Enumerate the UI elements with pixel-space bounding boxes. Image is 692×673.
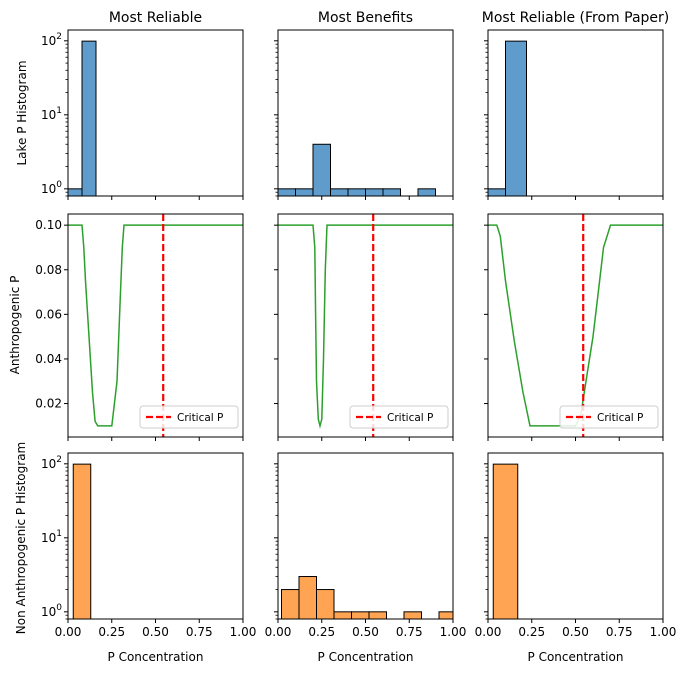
panel-policy-3: Critical P (484, 213, 664, 441)
x-tick-label: 0.75 (186, 625, 213, 639)
legend-box (139, 405, 239, 429)
column-title-1: Most Reliable (109, 10, 202, 26)
histogram-bar (330, 188, 349, 197)
panel-lake-hist-1: 100 101 102 (41, 29, 244, 200)
xlabel-col-2: P Concentration (318, 650, 414, 664)
histogram-bar (81, 40, 97, 197)
histogram-bar (72, 463, 92, 620)
legend: Critical P (349, 405, 449, 429)
histogram-bar (351, 611, 370, 620)
y-tick-label: 100 (41, 603, 62, 619)
axes-frame (67, 213, 244, 438)
y-tick-label: 100 (41, 180, 62, 196)
panel-lake-hist-2 (274, 29, 454, 200)
axes-frame (277, 452, 454, 620)
legend: Critical P (559, 405, 659, 429)
xlabel-col-1: P Concentration (108, 650, 204, 664)
histogram-bar (277, 188, 296, 197)
axes-frame (67, 452, 244, 620)
legend-label: Critical P (597, 412, 643, 424)
histogram-bar (487, 188, 506, 197)
histogram-bar (505, 40, 527, 197)
x-tick-label: 0.00 (55, 625, 82, 639)
y-tick-label: 102 (41, 455, 62, 471)
anthropogenic-p-line (68, 224, 243, 427)
axes-frame (487, 29, 664, 197)
xlabel-col-3: P Concentration (528, 650, 624, 664)
x-tick-label: 0.00 (475, 625, 502, 639)
axes-frame (487, 213, 664, 438)
panel-nonanthro-hist-1: 100 101 102 0.00 0.25 0.50 0.75 1.00 (41, 452, 257, 639)
x-tick-label: 0.00 (265, 625, 292, 639)
histogram-bar (295, 188, 314, 197)
x-tick-label: 0.25 (308, 625, 335, 639)
histogram-bar (382, 188, 401, 197)
y-tick-label: 0.08 (35, 263, 62, 277)
histogram-bar (347, 188, 366, 197)
histogram-bar (67, 188, 83, 197)
x-tick-label: 0.75 (606, 625, 633, 639)
histogram-bar (281, 589, 300, 620)
x-tick-label: 1.00 (230, 625, 257, 639)
legend-box (349, 405, 449, 429)
panel-lake-hist-3 (484, 29, 664, 200)
axes-frame (67, 29, 244, 197)
histogram-bar (403, 611, 422, 620)
histogram-bar (368, 611, 387, 620)
anthropogenic-p-line (278, 224, 453, 429)
histogram-bar (417, 188, 436, 197)
axes-frame (277, 29, 454, 197)
y-tick-label: 0.02 (35, 397, 62, 411)
x-tick-label: 0.25 (98, 625, 125, 639)
panel-policy-2: Critical P (274, 213, 454, 441)
panel-policy-1: Critical P 0.02 0.04 0.06 0.08 0.10 (35, 213, 244, 441)
panel-nonanthro-hist-3: 0.00 0.25 0.50 0.75 1.00 (475, 452, 677, 639)
x-tick-label: 0.50 (142, 625, 169, 639)
histogram-bar (365, 188, 384, 197)
row-ylabel-nonanthro: Non Anthropogenic P Histogram (14, 442, 28, 635)
row-ylabel-anthro: Anthropogenic P (8, 276, 22, 375)
histogram-bar (316, 589, 335, 620)
panel-nonanthro-hist-2: 0.00 0.25 0.50 0.75 1.00 (265, 452, 467, 639)
y-tick-label: 101 (41, 529, 62, 545)
legend: Critical P (139, 405, 239, 429)
x-tick-label: 1.00 (650, 625, 677, 639)
y-tick-label: 101 (41, 106, 62, 122)
column-title-2: Most Benefits (318, 10, 413, 26)
y-tick-label: 0.04 (35, 352, 62, 366)
legend-label: Critical P (387, 412, 433, 424)
x-tick-label: 0.50 (562, 625, 589, 639)
x-tick-label: 0.50 (352, 625, 379, 639)
y-tick-label: 0.06 (35, 307, 62, 321)
y-tick-label: 0.10 (35, 218, 62, 232)
axes-frame (487, 452, 664, 620)
row-ylabel-lake: Lake P Histogram (15, 60, 29, 165)
anthropogenic-p-line (488, 224, 663, 427)
x-tick-label: 1.00 (440, 625, 467, 639)
legend-label: Critical P (177, 412, 223, 424)
histogram-bar (298, 576, 317, 620)
column-title-3: Most Reliable (From Paper) (482, 10, 670, 26)
axes-frame (277, 213, 454, 438)
legend-box (559, 405, 659, 429)
histogram-bar (333, 611, 352, 620)
histogram-bar (312, 143, 331, 197)
histogram-bar (492, 463, 519, 620)
histogram-bar (438, 611, 454, 620)
x-tick-label: 0.25 (518, 625, 545, 639)
y-tick-label: 102 (41, 32, 62, 48)
x-tick-label: 0.75 (396, 625, 423, 639)
